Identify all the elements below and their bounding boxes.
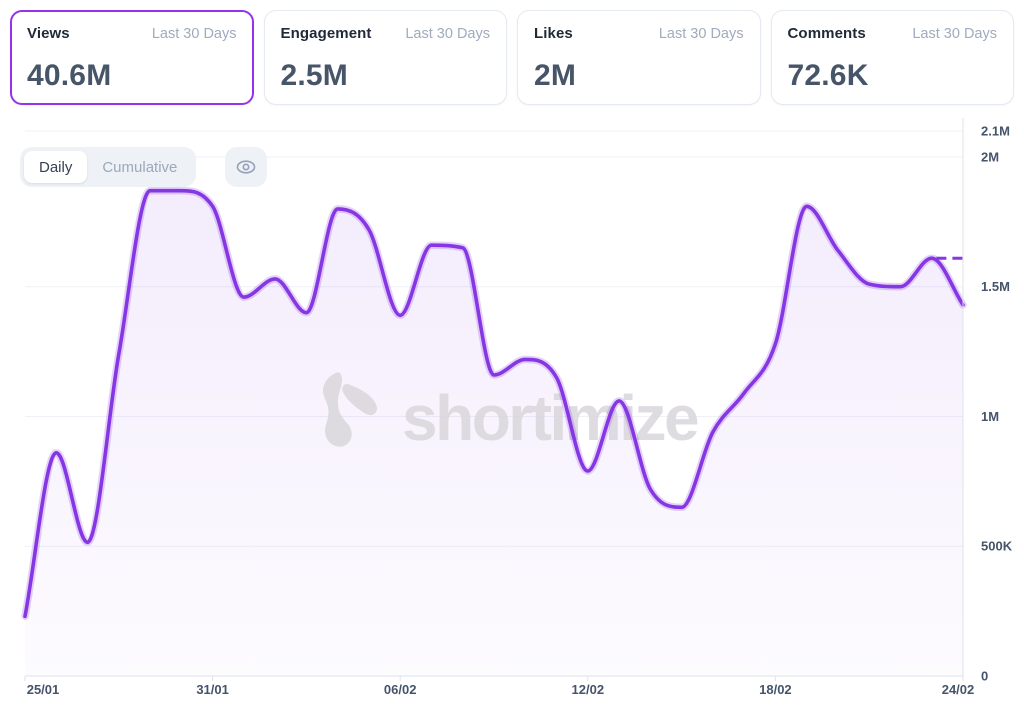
y-axis-label: 1M — [981, 409, 999, 424]
card-value: 72.6K — [787, 59, 869, 92]
stat-cards-row: Views Last 30 Days 40.6M Engagement Last… — [10, 10, 1014, 105]
card-period: Last 30 Days — [912, 26, 997, 42]
area-fill — [25, 190, 963, 676]
shortimize-logo-icon — [322, 372, 377, 447]
y-axis-label: 1.5M — [981, 279, 1010, 294]
y-axis-label: 0 — [981, 669, 988, 684]
stat-card-comments[interactable]: Comments Last 30 Days 72.6K — [770, 10, 1014, 105]
x-axis-label: 06/02 — [384, 682, 417, 697]
area-path — [25, 190, 963, 676]
card-title: Views — [27, 25, 70, 42]
card-header: Likes Last 30 Days — [534, 25, 744, 42]
card-title: Likes — [534, 25, 573, 42]
y-axis-label: 2M — [981, 150, 999, 165]
axis-labels: 2.1M 2M 1.5M 1M 500K 0 25/01 31/01 06/02 12/02 18/… — [27, 124, 1013, 698]
chart-canvas[interactable]: shortimize 2.1M 2M 1.5M 1M 500K 0 25/01 31/01 06… — [0, 118, 1024, 706]
watermark-text: shortimize — [402, 382, 698, 454]
axes — [24, 118, 964, 681]
stat-card-views[interactable]: Views Last 30 Days 40.6M — [10, 10, 254, 105]
cumulative-toggle-button[interactable]: Cumulative — [87, 151, 192, 183]
daily-toggle-button[interactable]: Daily — [24, 151, 88, 183]
y-axis-label: 500K — [981, 539, 1013, 554]
card-value: 2M — [534, 59, 577, 92]
card-header: Engagement Last 30 Days — [281, 25, 491, 42]
eye-icon — [236, 160, 256, 174]
x-axis-label: 25/01 — [27, 682, 60, 697]
card-value: 2.5M — [280, 59, 348, 92]
card-value: 40.6M — [27, 59, 112, 92]
stat-card-engagement[interactable]: Engagement Last 30 Days 2.5M — [263, 10, 507, 105]
x-axis-label: 18/02 — [759, 682, 792, 697]
x-axis-label: 24/02 — [942, 682, 975, 697]
watermark: shortimize — [322, 372, 700, 454]
card-period: Last 30 Days — [405, 26, 490, 42]
x-axis-label: 12/02 — [572, 682, 605, 697]
card-header: Views Last 30 Days — [27, 25, 237, 42]
card-title: Comments — [787, 25, 866, 42]
card-period: Last 30 Days — [151, 26, 237, 42]
series-line — [21, 186, 967, 621]
card-period: Last 30 Days — [658, 26, 744, 42]
mode-toggle: Daily Cumulative — [20, 147, 197, 187]
card-header: Comments Last 30 Days — [788, 25, 998, 42]
stat-card-likes[interactable]: Likes Last 30 Days 2M — [517, 10, 761, 105]
views-chart-panel: shortimize 2.1M 2M 1.5M 1M 500K 0 25/01 31/01 06… — [0, 118, 1024, 706]
visibility-toggle-button[interactable] — [225, 147, 267, 187]
series-line-path — [23, 188, 965, 619]
y-axis-label: 2.1M — [981, 124, 1010, 139]
card-title: Engagement — [280, 25, 372, 42]
x-axis-label: 31/01 — [196, 682, 229, 697]
